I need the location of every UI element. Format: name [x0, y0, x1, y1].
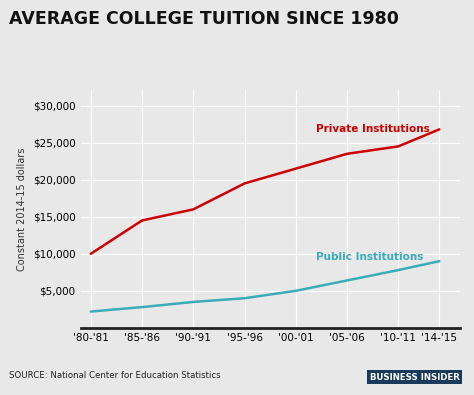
Text: Private Institutions: Private Institutions — [316, 124, 430, 134]
Y-axis label: Constant 2014-15 dollars: Constant 2014-15 dollars — [18, 148, 27, 271]
Text: SOURCE: National Center for Education Statistics: SOURCE: National Center for Education St… — [9, 371, 221, 380]
Text: AVERAGE COLLEGE TUITION SINCE 1980: AVERAGE COLLEGE TUITION SINCE 1980 — [9, 10, 400, 28]
Text: Public Institutions: Public Institutions — [316, 252, 424, 262]
Text: BUSINESS INSIDER: BUSINESS INSIDER — [370, 373, 460, 382]
